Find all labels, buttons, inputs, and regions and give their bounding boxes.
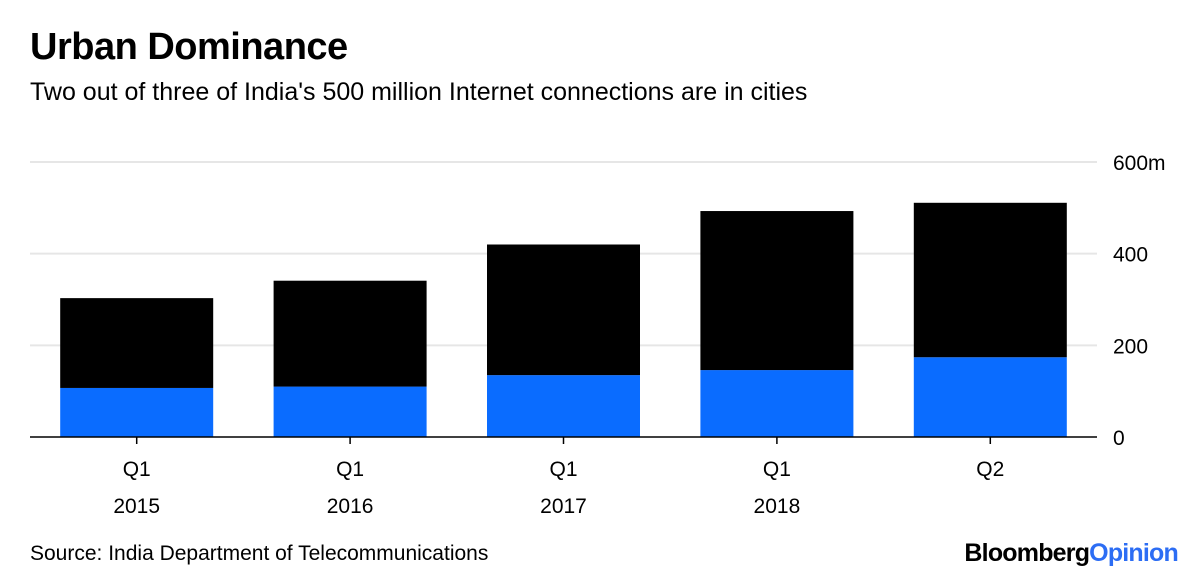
x-tick-label-year: 2015 bbox=[113, 495, 160, 518]
y-tick-label: 400 bbox=[1113, 244, 1148, 267]
x-tick-label-quarter: Q1 bbox=[549, 458, 577, 481]
brand-logo: BloombergOpinion bbox=[964, 539, 1178, 568]
bar-urban bbox=[487, 244, 640, 376]
bar-urban bbox=[273, 280, 427, 387]
bars bbox=[60, 202, 1067, 437]
bar-rural bbox=[700, 370, 854, 437]
brand-logo-part1: Bloomberg bbox=[964, 539, 1090, 567]
bar-urban bbox=[700, 211, 854, 371]
brand-logo-part2: Opinion bbox=[1089, 539, 1179, 567]
bar-rural bbox=[487, 375, 640, 437]
chart-subtitle: Two out of three of India's 500 million … bbox=[30, 78, 808, 106]
x-tick-label-year: 2018 bbox=[754, 495, 801, 518]
x-tick-label-quarter: Q1 bbox=[123, 458, 151, 481]
source-note: Source: India Department of Telecommunic… bbox=[30, 542, 489, 565]
bar-urban bbox=[913, 202, 1067, 358]
y-tick-label: 200 bbox=[1113, 335, 1148, 358]
chart-title: Urban Dominance bbox=[30, 26, 348, 68]
tick-labels: 0 200 400 600m Q1 2015 Q1 2016 Q1 2017 Q1 2018 Q2 bbox=[113, 152, 1165, 518]
bar-rural bbox=[60, 387, 214, 437]
x-tick-label-year: 2017 bbox=[540, 495, 587, 518]
bar-rural bbox=[913, 357, 1067, 437]
y-tick-label: 0 bbox=[1113, 427, 1125, 450]
y-tick-label: 600m bbox=[1113, 152, 1166, 175]
x-tick-label-year: 2016 bbox=[327, 495, 374, 518]
x-tick-label-quarter: Q2 bbox=[976, 458, 1004, 481]
bar-rural bbox=[273, 386, 427, 437]
x-tick-label-quarter: Q1 bbox=[336, 458, 364, 481]
x-tick-label-quarter: Q1 bbox=[763, 458, 791, 481]
bar-urban bbox=[60, 298, 214, 388]
axes bbox=[30, 436, 1097, 444]
